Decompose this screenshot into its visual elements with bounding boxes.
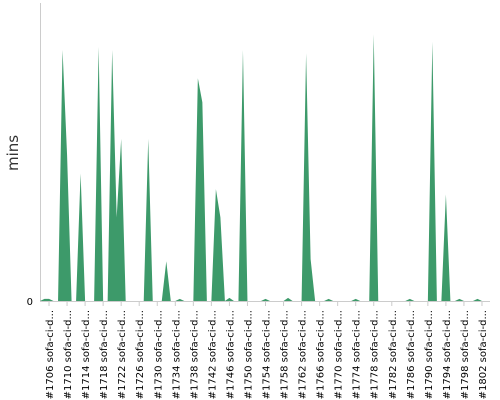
- x-tick-label: #1758 sofa-ci-d...: [280, 310, 291, 399]
- x-axis-ticks: #1706 sofa-ci-d... #1710 sofa-ci-d... #171…: [45, 302, 489, 399]
- y-tick-label: 0: [27, 297, 33, 308]
- x-tick-label: #1754 sofa-ci-d...: [262, 310, 273, 399]
- x-tick-label: #1734 sofa-ci-d...: [171, 310, 182, 399]
- y-axis-ticks: 0: [27, 297, 33, 308]
- x-tick-label: #1710 sofa-ci-d...: [63, 310, 74, 399]
- x-tick-label: #1790 sofa-ci-d...: [424, 310, 435, 399]
- x-tick-label: #1718 sofa-ci-d...: [99, 310, 110, 399]
- x-tick-label: #1778 sofa-ci-d...: [370, 310, 381, 399]
- x-tick-label: #1786 sofa-ci-d...: [406, 310, 417, 399]
- x-tick-label: #1774 sofa-ci-d...: [352, 310, 363, 399]
- x-tick-label: #1798 sofa-ci-d...: [460, 310, 471, 399]
- x-tick-label: #1726 sofa-ci-d...: [135, 310, 146, 399]
- x-tick-label: #1722 sofa-ci-d...: [117, 310, 128, 399]
- x-tick-label: #1766 sofa-ci-d...: [316, 310, 327, 399]
- x-tick-label: #1714 sofa-ci-d...: [81, 310, 92, 399]
- x-tick-label: #1706 sofa-ci-d...: [45, 310, 56, 399]
- y-axis-label: mins: [4, 135, 22, 171]
- x-tick-label: #1802 sofa-ci-d...: [478, 310, 489, 399]
- x-tick-label: #1746 sofa-ci-d...: [225, 310, 236, 399]
- x-tick-label: #1762 sofa-ci-d...: [298, 310, 309, 399]
- x-tick-label: #1738 sofa-ci-d...: [189, 310, 200, 399]
- area-series: [40, 34, 491, 302]
- x-tick-label: #1794 sofa-ci-d...: [442, 310, 453, 399]
- x-tick-label: #1730 sofa-ci-d...: [153, 310, 164, 399]
- x-tick-label: #1742 sofa-ci-d...: [207, 310, 218, 399]
- x-tick-label: #1782 sofa-ci-d...: [388, 310, 399, 399]
- x-tick-label: #1750 sofa-ci-d...: [243, 310, 254, 399]
- x-tick-label: #1770 sofa-ci-d...: [334, 310, 345, 399]
